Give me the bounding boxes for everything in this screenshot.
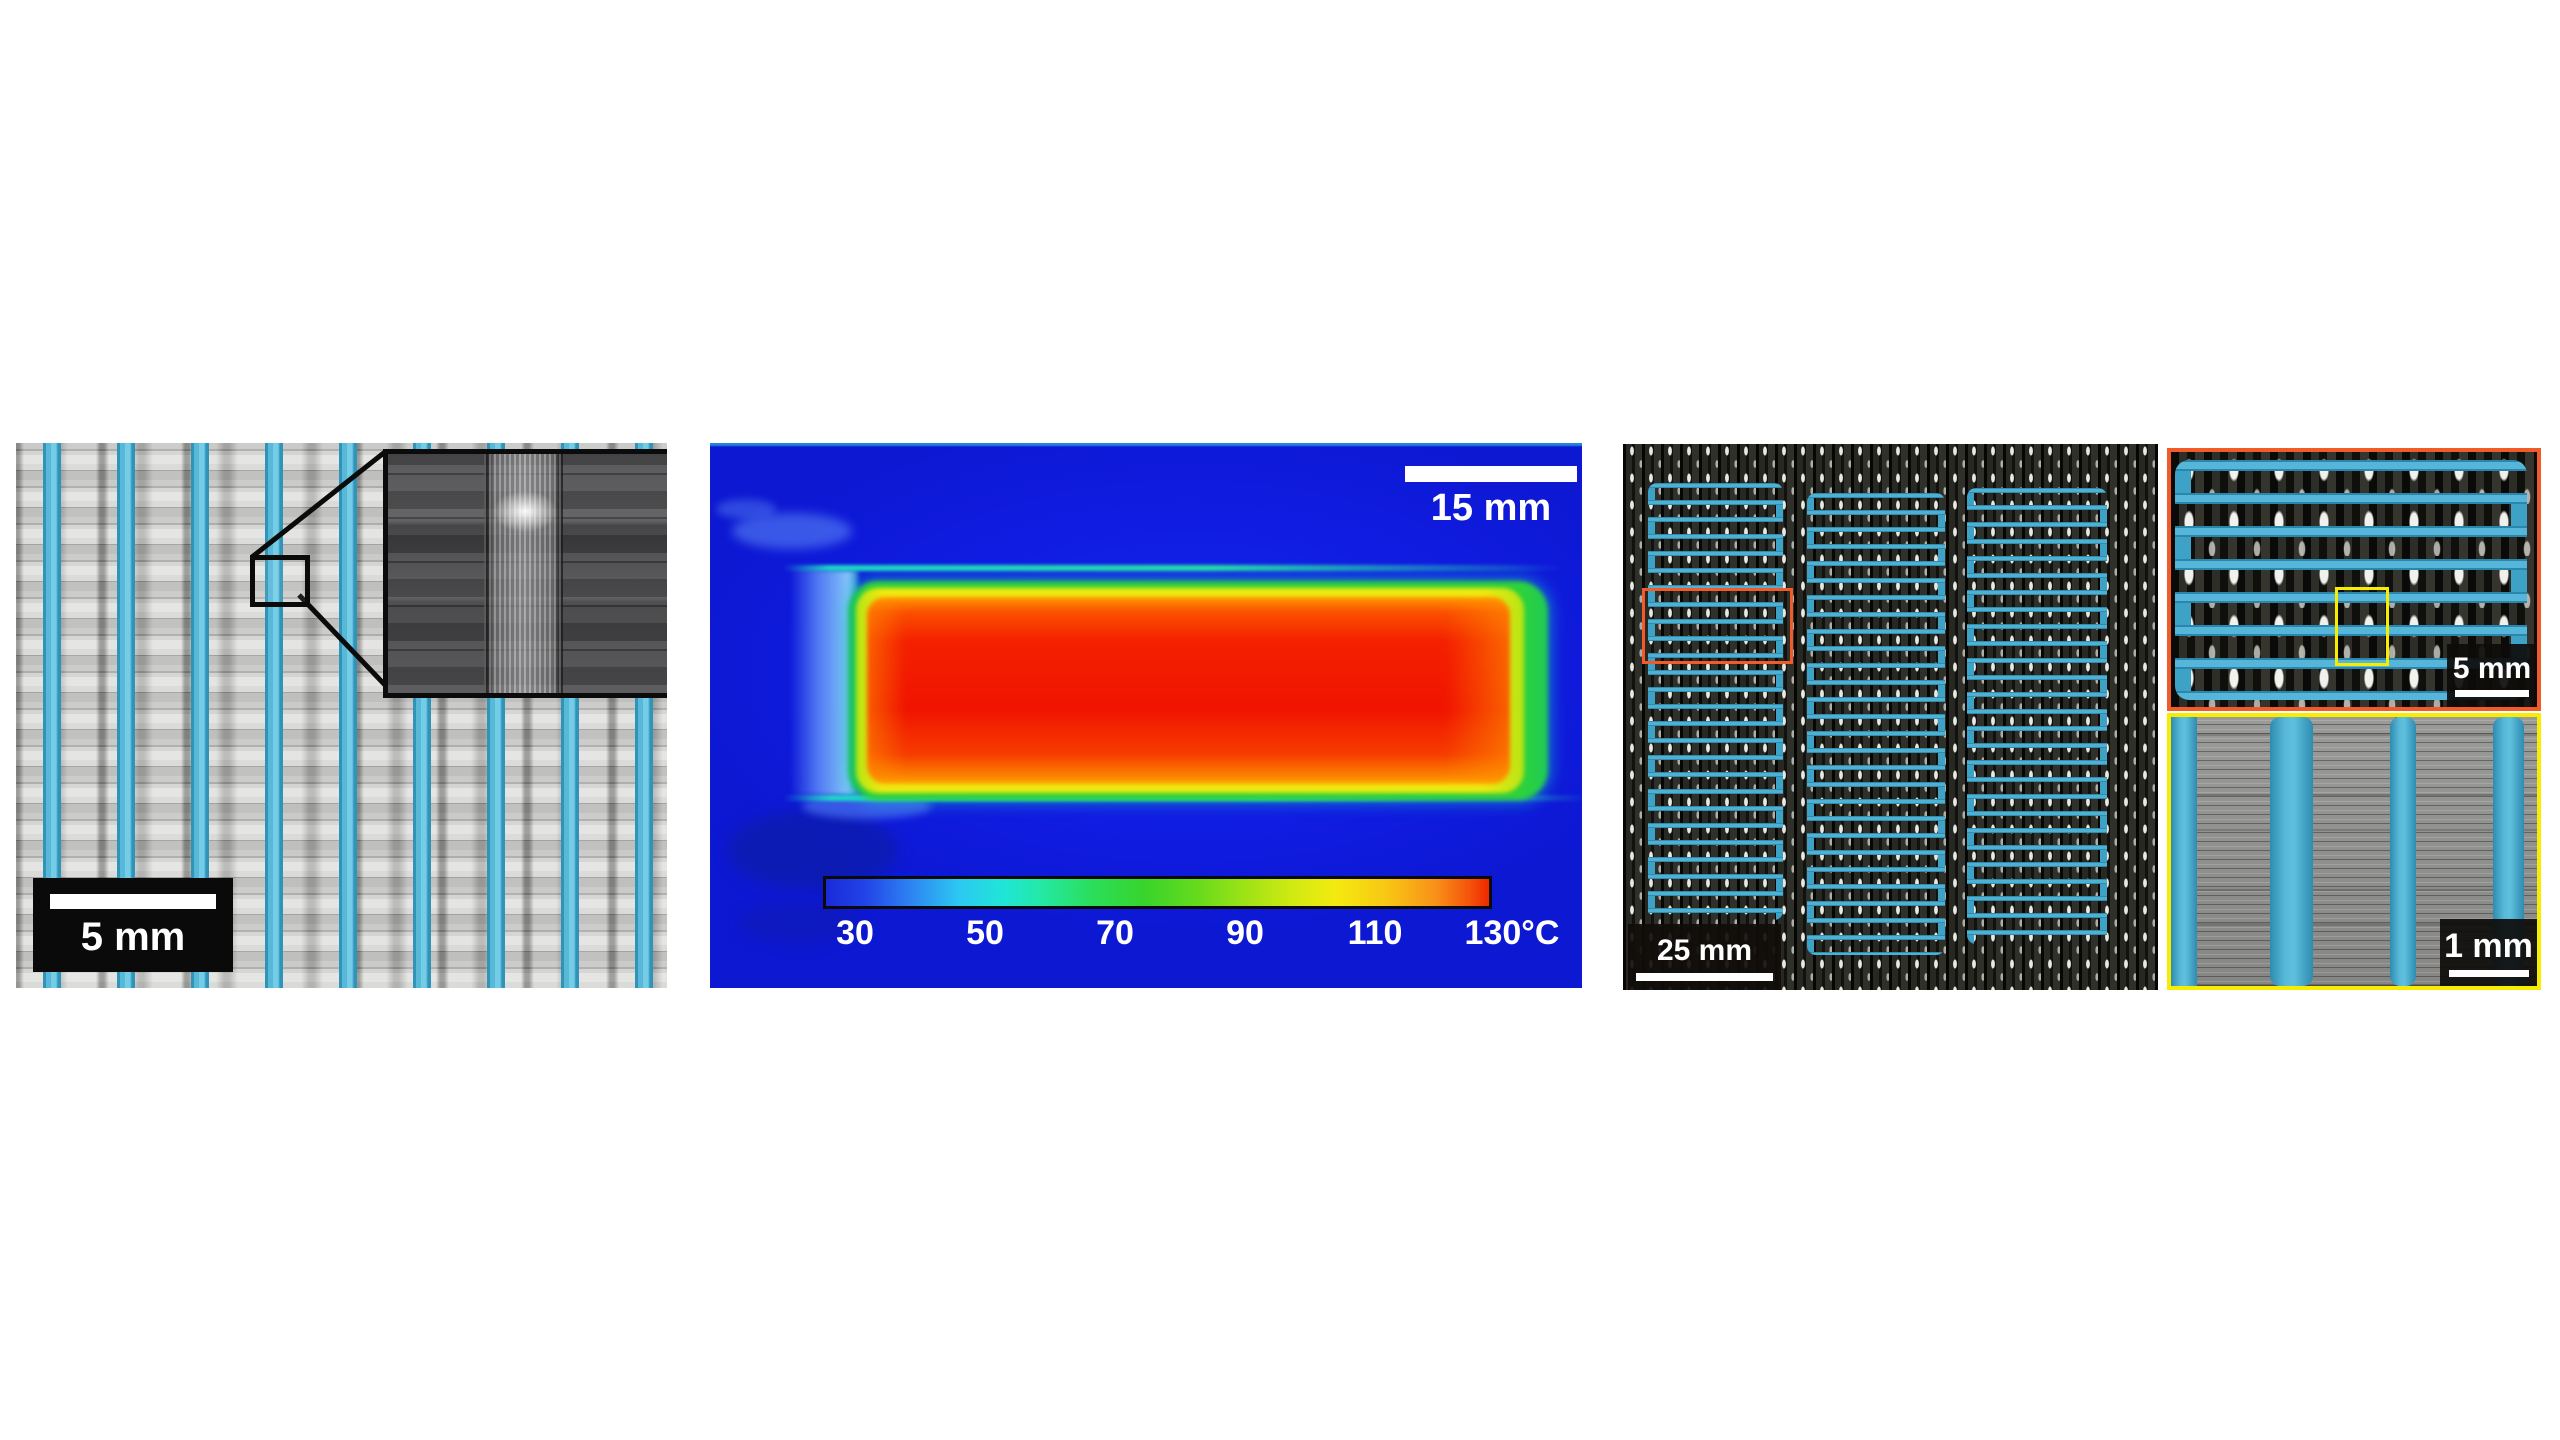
serpentine-heater-column (1967, 488, 2107, 944)
thermal-artifact (716, 499, 776, 519)
serpentine-heater-column (1648, 483, 1783, 920)
weave-scale-label: 5 mm (80, 914, 186, 959)
heater-closeup-panel: 5 mm (2167, 448, 2541, 711)
thermal-image-panel: 15 mm 30 50 70 90 110 130°C (710, 443, 1582, 988)
roi-rectangle-yellow (2335, 587, 2389, 666)
highlighted-yarn (2171, 717, 2197, 986)
highlighted-yarn (2390, 717, 2416, 986)
inset-view (383, 449, 667, 698)
colorbar-tick-label: 110 (1347, 914, 1403, 952)
yarn-scale-bar (2448, 969, 2529, 977)
callout-box (250, 555, 310, 607)
serpentine-heater-column (1807, 493, 1945, 955)
leader-line-bottom (297, 593, 387, 687)
highlighted-yarn (2270, 717, 2313, 986)
electrode-line-top (783, 565, 1563, 571)
colorbar-tick-label: 90 (1226, 914, 1264, 952)
colorbar-tick-label: 50 (966, 914, 1004, 952)
thermal-artifact (732, 513, 852, 549)
electrode-cool-strip (790, 570, 858, 795)
roi-rectangle-orange (1642, 588, 1793, 664)
weave-micrograph-panel: 5 mm (16, 443, 667, 988)
closeup-scale-bar (2455, 690, 2529, 697)
array-scale-label: 25 mm (1656, 933, 1753, 967)
heater-array-panel: 25 mm (1623, 444, 2158, 990)
array-scale-bar (1636, 972, 1773, 981)
yarn-scale-box: 1 mm (2440, 919, 2537, 986)
thermal-scale-bar (1405, 466, 1577, 482)
thermal-artifact (740, 903, 860, 943)
colorbar-tick-label: 30 (836, 914, 874, 952)
callout-leader-lines (250, 450, 387, 687)
colorbar-tick-label: 70 (1096, 914, 1134, 952)
thermal-scale-label: 15 mm (1430, 487, 1552, 529)
leader-line-top (250, 450, 387, 559)
colorbar-tick-label: 130°C (1464, 914, 1560, 952)
array-scale-box: 25 mm (1628, 924, 1781, 990)
closeup-scale-box: 5 mm (2447, 644, 2537, 707)
heated-zone-core (867, 597, 1510, 784)
weave-scale-bar (50, 893, 216, 909)
inset-yarn-tow (484, 454, 564, 693)
yarn-scale-label: 1 mm (2444, 926, 2533, 965)
closeup-scale-label: 5 mm (2452, 652, 2532, 685)
yarn-closeup-panel: 1 mm (2167, 713, 2541, 990)
colorbar-gradient (823, 876, 1492, 909)
weave-scale-box: 5 mm (33, 878, 233, 972)
